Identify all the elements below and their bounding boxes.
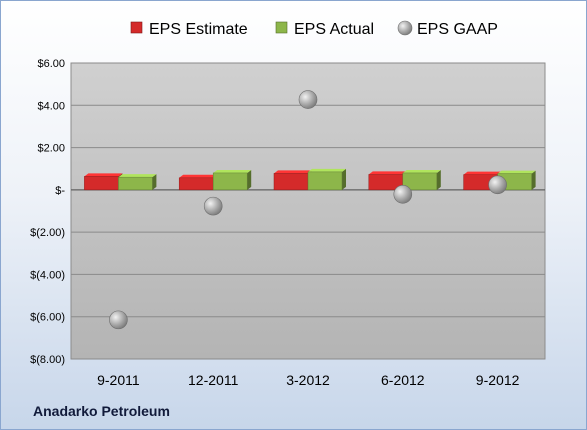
gaap-point [488, 175, 507, 195]
bar-top [402, 169, 441, 173]
bar [212, 169, 252, 191]
y-tick-label: $(4.00) [30, 269, 65, 281]
bar-top [118, 174, 157, 178]
gaap-point [393, 184, 413, 204]
bar-side [436, 169, 441, 190]
bar-side [531, 170, 536, 190]
legend-swatch [275, 21, 288, 34]
y-tick-label: $(8.00) [30, 354, 65, 366]
bar-top [213, 169, 252, 173]
y-tick-label: $4.00 [37, 100, 65, 112]
bar [84, 173, 123, 191]
bar-side [152, 174, 157, 190]
gaap-point [298, 90, 318, 109]
bar-side [342, 168, 346, 190]
x-tick-label: 9-2012 [476, 372, 520, 388]
y-tick-label: $2.00 [37, 143, 65, 155]
gaap-point [203, 196, 223, 216]
bar-top [463, 171, 502, 175]
bar-face [118, 176, 153, 191]
x-tick-label: 9-2011 [97, 372, 140, 388]
bar-top [368, 171, 407, 175]
x-tick-label: 3-2012 [286, 372, 330, 388]
bar [118, 174, 157, 191]
bar [273, 170, 312, 191]
bar-top [497, 170, 536, 174]
bar-face [273, 173, 309, 191]
bar [402, 169, 441, 191]
bar-top [84, 173, 123, 177]
bar-face [307, 171, 343, 191]
bar-face [178, 177, 214, 191]
company-name: Anadarko Petroleum [33, 403, 170, 419]
y-tick-label: $6.00 [37, 58, 65, 70]
x-tick-label: 6-2012 [381, 372, 425, 388]
legend-label: EPS GAAP [417, 21, 498, 38]
bar-face [212, 172, 248, 191]
bar-top [308, 168, 346, 172]
legend-label: EPS Estimate [149, 21, 248, 38]
plot-area [70, 62, 546, 360]
legend-swatch [397, 20, 413, 36]
x-tick-label: 12-2011 [188, 372, 239, 388]
gaap-point [109, 310, 128, 330]
legend-label: EPS Actual [294, 21, 374, 38]
bar [307, 168, 346, 191]
bar-top [179, 174, 218, 178]
legend-swatch [130, 21, 143, 34]
y-tick-label: $(6.00) [30, 312, 65, 324]
y-tick-label: $(2.00) [30, 227, 65, 239]
bar-face [84, 176, 119, 191]
y-tick-label: $- [55, 185, 65, 197]
bar-top [274, 170, 312, 174]
bar-face [402, 172, 438, 191]
bar-side [247, 169, 252, 190]
bar [178, 174, 218, 191]
